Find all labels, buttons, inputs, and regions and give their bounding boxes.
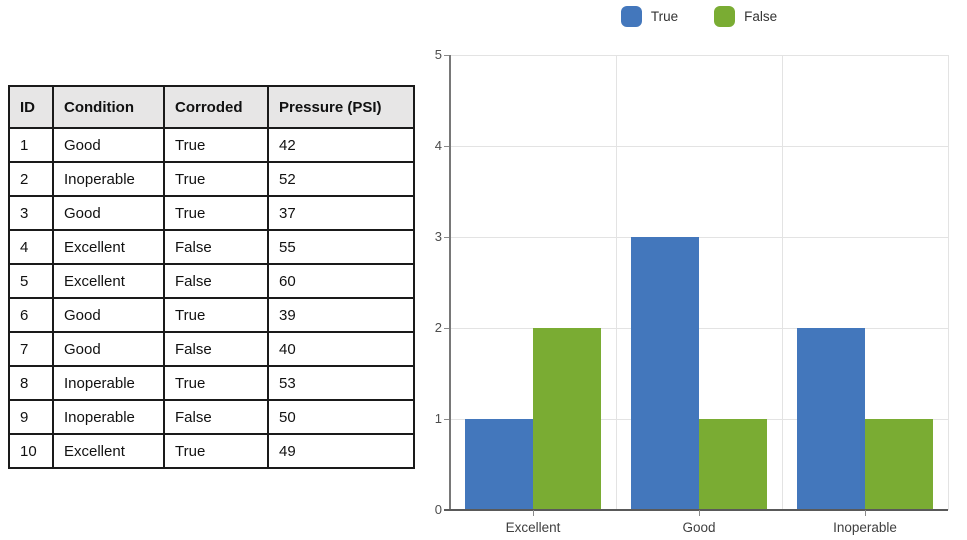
chart-legend: True False bbox=[450, 4, 948, 28]
cell-condition: Good bbox=[52, 331, 165, 367]
table-row: 9 Inoperable False 50 bbox=[8, 399, 415, 435]
cell-corroded: True bbox=[163, 365, 269, 401]
table-row: 8 Inoperable True 53 bbox=[8, 365, 415, 401]
table-row: 6 Good True 39 bbox=[8, 297, 415, 333]
cell-condition: Good bbox=[52, 127, 165, 163]
x-axis-label: Good bbox=[682, 520, 716, 535]
y-axis-tick bbox=[444, 327, 450, 329]
cell-condition: Inoperable bbox=[52, 365, 165, 401]
cell-condition: Excellent bbox=[52, 229, 165, 265]
gridline-horizontal bbox=[450, 236, 948, 238]
column-header-pressure: Pressure (PSI) bbox=[267, 85, 415, 129]
column-header-corroded: Corroded bbox=[163, 85, 269, 129]
cell-corroded: False bbox=[163, 229, 269, 265]
cell-corroded: False bbox=[163, 331, 269, 367]
bar-false-inoperable bbox=[865, 419, 933, 509]
legend-swatch-icon bbox=[714, 5, 736, 27]
bar-true-excellent bbox=[465, 419, 533, 509]
table-row: 5 Excellent False 60 bbox=[8, 263, 415, 299]
cell-id: 8 bbox=[8, 365, 54, 401]
x-axis-label: Excellent bbox=[505, 520, 561, 535]
table-row: 1 Good True 42 bbox=[8, 127, 415, 163]
legend-label: True bbox=[650, 8, 679, 24]
bar-true-inoperable bbox=[797, 328, 865, 509]
cell-corroded: True bbox=[163, 433, 269, 469]
cell-corroded: True bbox=[163, 127, 269, 163]
x-axis-tick bbox=[532, 510, 534, 516]
column-header-id: ID bbox=[8, 85, 54, 129]
data-table: ID Condition Corroded Pressure (PSI) 1 Go… bbox=[8, 85, 415, 469]
gridline-vertical bbox=[781, 55, 783, 510]
y-axis-tick bbox=[444, 54, 450, 56]
y-axis-line bbox=[449, 55, 451, 510]
cell-corroded: False bbox=[163, 263, 269, 299]
table-row: 4 Excellent False 55 bbox=[8, 229, 415, 265]
gridline-horizontal bbox=[450, 327, 948, 329]
cell-id: 1 bbox=[8, 127, 54, 163]
bar-false-excellent bbox=[533, 328, 601, 509]
legend-label: False bbox=[744, 8, 778, 24]
legend-item-true: True bbox=[620, 5, 679, 27]
cell-condition: Inoperable bbox=[52, 161, 165, 197]
cell-pressure: 52 bbox=[267, 161, 415, 197]
table-row: 3 Good True 37 bbox=[8, 195, 415, 231]
x-axis-line bbox=[444, 509, 948, 511]
y-axis-label: 5 bbox=[434, 47, 442, 62]
cell-corroded: False bbox=[163, 399, 269, 435]
x-axis-tick bbox=[864, 510, 866, 516]
cell-id: 10 bbox=[8, 433, 54, 469]
cell-pressure: 39 bbox=[267, 297, 415, 333]
table-row: 7 Good False 40 bbox=[8, 331, 415, 367]
gridline-vertical bbox=[615, 55, 617, 510]
y-axis-tick bbox=[444, 145, 450, 147]
cell-id: 6 bbox=[8, 297, 54, 333]
bar-true-good bbox=[631, 237, 699, 509]
gridline-horizontal bbox=[450, 54, 948, 56]
cell-id: 3 bbox=[8, 195, 54, 231]
legend-item-false: False bbox=[714, 5, 778, 27]
table-row: 2 Inoperable True 52 bbox=[8, 161, 415, 197]
y-axis-label: 0 bbox=[434, 502, 442, 517]
table-header-row: ID Condition Corroded Pressure (PSI) bbox=[8, 85, 415, 129]
data-table-container: ID Condition Corroded Pressure (PSI) 1 Go… bbox=[8, 85, 415, 469]
cell-condition: Good bbox=[52, 297, 165, 333]
legend-swatch-icon bbox=[620, 5, 642, 27]
cell-condition: Excellent bbox=[52, 263, 165, 299]
y-axis-label: 3 bbox=[434, 229, 442, 244]
cell-id: 9 bbox=[8, 399, 54, 435]
y-axis-label: 4 bbox=[434, 138, 442, 153]
table-body: 1 Good True 42 2 Inoperable True 52 3 Good True 37 4… bbox=[8, 127, 415, 469]
x-axis-label: Inoperable bbox=[833, 520, 897, 535]
gridline-vertical bbox=[947, 55, 949, 510]
cell-condition: Excellent bbox=[52, 433, 165, 469]
bar-false-good bbox=[699, 419, 767, 509]
gridline-horizontal bbox=[450, 145, 948, 147]
table-row: 10 Excellent True 49 bbox=[8, 433, 415, 469]
y-axis-tick bbox=[444, 236, 450, 238]
cell-pressure: 55 bbox=[267, 229, 415, 265]
y-axis-label: 2 bbox=[434, 320, 442, 335]
y-axis-label: 1 bbox=[434, 411, 442, 426]
cell-pressure: 37 bbox=[267, 195, 415, 231]
cell-id: 7 bbox=[8, 331, 54, 367]
cell-condition: Good bbox=[52, 195, 165, 231]
column-header-condition: Condition bbox=[52, 85, 165, 129]
cell-id: 2 bbox=[8, 161, 54, 197]
cell-pressure: 60 bbox=[267, 263, 415, 299]
x-axis-tick bbox=[698, 510, 700, 516]
cell-id: 5 bbox=[8, 263, 54, 299]
cell-corroded: True bbox=[163, 195, 269, 231]
cell-corroded: True bbox=[163, 161, 269, 197]
cell-pressure: 40 bbox=[267, 331, 415, 367]
cell-condition: Inoperable bbox=[52, 399, 165, 435]
cell-pressure: 53 bbox=[267, 365, 415, 401]
cell-corroded: True bbox=[163, 297, 269, 333]
cell-id: 4 bbox=[8, 229, 54, 265]
cell-pressure: 42 bbox=[267, 127, 415, 163]
cell-pressure: 50 bbox=[267, 399, 415, 435]
cell-pressure: 49 bbox=[267, 433, 415, 469]
y-axis-tick bbox=[444, 418, 450, 420]
